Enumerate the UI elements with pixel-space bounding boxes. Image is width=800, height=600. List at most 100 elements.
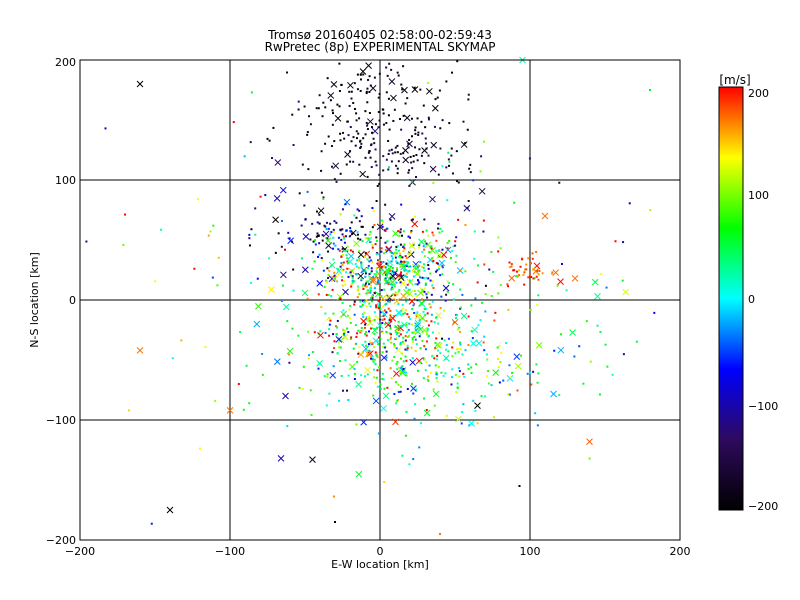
data-point: [401, 352, 404, 355]
data-point: [250, 91, 253, 94]
data-point: [451, 71, 454, 74]
data-point: [254, 207, 257, 210]
data-point: [330, 295, 333, 298]
data-point: [410, 231, 413, 234]
data-point: [482, 140, 485, 143]
data-point: [332, 112, 335, 115]
data-point: [394, 331, 397, 334]
data-point: [384, 266, 387, 269]
data-point: [448, 239, 451, 242]
data-point: [396, 261, 399, 264]
data-point: [438, 267, 441, 270]
data-point: [392, 240, 395, 243]
data-point: [338, 249, 341, 252]
data-point: [366, 280, 369, 283]
data-point-cross: [359, 170, 367, 178]
data-point: [441, 264, 444, 267]
data-point: [413, 86, 416, 89]
data-point: [416, 283, 419, 286]
data-point-cross: [386, 258, 394, 266]
data-point: [424, 240, 427, 243]
data-point: [341, 247, 344, 250]
data-point: [405, 323, 408, 326]
data-point: [351, 275, 354, 278]
data-point: [425, 242, 428, 245]
data-point: [365, 334, 368, 337]
data-point-cross: [415, 357, 423, 365]
data-point: [342, 268, 345, 271]
data-point: [428, 364, 431, 367]
data-point: [458, 370, 461, 373]
data-point: [248, 244, 251, 247]
data-point: [370, 267, 373, 270]
data-point: [388, 166, 391, 169]
data-point: [326, 318, 329, 321]
data-point: [358, 209, 361, 212]
data-point: [414, 349, 417, 352]
data-point: [318, 222, 321, 225]
data-point: [419, 361, 422, 364]
data-point: [455, 391, 458, 394]
data-point: [402, 245, 405, 248]
data-point: [335, 333, 338, 336]
data-point: [326, 375, 329, 378]
colorbar-tick-label: −100: [748, 400, 778, 413]
data-point: [411, 167, 414, 170]
data-point: [498, 344, 501, 347]
data-point: [373, 376, 376, 379]
data-point: [397, 331, 400, 334]
data-point: [415, 315, 418, 318]
data-point: [404, 309, 407, 312]
data-point: [261, 352, 264, 355]
data-point: [358, 346, 361, 349]
data-point: [416, 331, 419, 334]
data-point: [486, 358, 489, 361]
data-point: [432, 234, 435, 237]
data-point: [467, 367, 470, 370]
data-point: [348, 90, 351, 93]
data-point: [287, 231, 290, 234]
data-point: [326, 221, 329, 224]
data-point: [390, 260, 393, 263]
data-point: [356, 208, 359, 211]
data-point: [285, 71, 288, 74]
data-point: [464, 142, 467, 145]
data-point: [373, 346, 376, 349]
data-point: [490, 295, 493, 298]
data-point: [395, 333, 398, 336]
data-point-cross: [272, 216, 279, 224]
data-point: [324, 331, 327, 334]
data-point: [424, 283, 427, 286]
data-point: [419, 276, 422, 279]
data-point: [401, 88, 404, 91]
data-point: [154, 280, 157, 283]
data-point: [406, 344, 409, 347]
data-point: [525, 263, 528, 266]
data-point: [374, 160, 377, 163]
data-point: [413, 331, 416, 334]
data-point: [390, 281, 393, 284]
data-point: [433, 357, 436, 360]
data-point: [291, 113, 294, 116]
data-point-cross: [402, 156, 410, 164]
data-point: [387, 321, 390, 324]
data-point-cross: [367, 118, 374, 125]
data-point: [342, 389, 345, 392]
data-point: [369, 289, 372, 292]
data-point: [365, 318, 368, 321]
data-point-cross: [394, 324, 402, 332]
data-point: [396, 332, 399, 335]
data-point: [363, 269, 366, 272]
data-point: [401, 340, 404, 343]
data-point: [443, 309, 446, 312]
data-point: [332, 247, 335, 250]
data-point: [515, 275, 518, 278]
data-point: [483, 263, 486, 266]
data-point: [427, 324, 430, 327]
data-point: [353, 108, 356, 111]
y-tick-label: −100: [46, 414, 76, 427]
data-point: [355, 342, 358, 345]
data-point: [358, 220, 361, 223]
data-point: [383, 481, 386, 484]
data-point: [359, 146, 362, 149]
